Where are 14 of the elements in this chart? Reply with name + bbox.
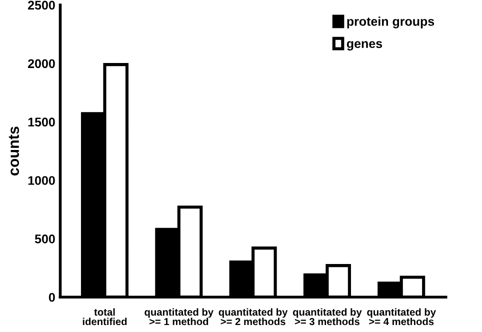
- x-tick-label: quantitated by >= 2 methods: [218, 308, 288, 326]
- x-tick-label: total identified: [82, 308, 127, 326]
- y-tick-label: 2500: [28, 0, 55, 10]
- y-tick-label: 1500: [28, 118, 55, 126]
- y-tick-label: 2000: [28, 59, 55, 68]
- y-tick-label: 500: [34, 234, 55, 244]
- legend-label: genes: [346, 41, 382, 51]
- x-tick-label: quantitated by >= 3 methods: [292, 308, 362, 326]
- y-tick-label: 1000: [28, 176, 55, 185]
- y-tick-label: 0: [48, 292, 55, 302]
- legend-label: protein groups: [347, 16, 434, 28]
- x-tick-label: quantitated by >= 4 methods: [367, 308, 436, 326]
- y-axis-title: counts: [8, 126, 20, 176]
- x-tick-label: quantitated by >= 1 method: [144, 308, 214, 326]
